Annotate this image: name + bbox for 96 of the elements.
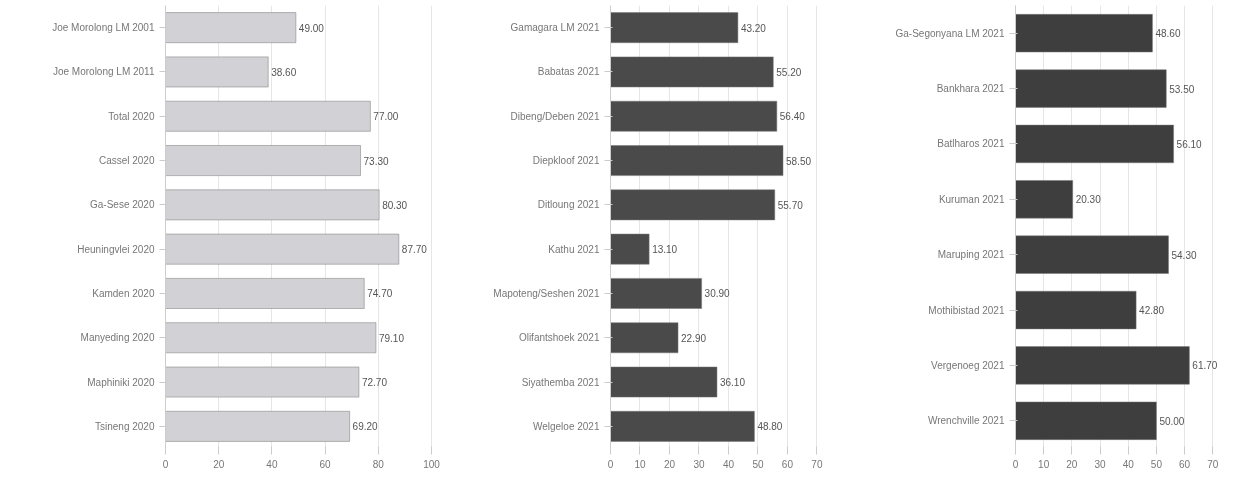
- y-tick-label: Babatas 2021: [537, 66, 600, 78]
- x-tick-label: 20: [213, 458, 225, 470]
- y-tick-label: Mapoteng/Seshen 2021: [493, 287, 600, 299]
- x-tick-label: 30: [693, 458, 705, 470]
- bar: [610, 411, 755, 442]
- data-label: 43.20: [740, 22, 767, 34]
- data-label: 22.90: [681, 332, 707, 344]
- data-label: 58.50: [786, 155, 812, 167]
- x-tick-label: 40: [266, 458, 278, 470]
- data-label: 48.60: [1155, 28, 1181, 40]
- y-tick-label: Ga-Segonyana LM 2021: [895, 27, 1005, 39]
- bar: [1015, 69, 1167, 108]
- x-tick-label: 80: [372, 458, 385, 470]
- bar: [610, 145, 784, 176]
- data-label: 56.10: [1176, 138, 1203, 150]
- y-tick-label: Maphiniki 2020: [87, 376, 155, 388]
- y-tick-label: Welgeloe 2021: [532, 420, 600, 432]
- bar: [610, 56, 774, 88]
- data-label: 13.10: [652, 244, 678, 256]
- y-tick-label: Tsineng 2020: [95, 420, 155, 432]
- y-tick-label: Vergenoeg 2021: [931, 359, 1005, 371]
- x-tick-label: 40: [1122, 458, 1135, 470]
- bar: [610, 189, 775, 221]
- y-tick-label: Kuruman 2021: [938, 193, 1005, 205]
- data-label: 73.30: [363, 155, 389, 167]
- x-tick-label: 10: [634, 458, 646, 470]
- data-label: 69.20: [352, 421, 379, 433]
- x-tick-label: 60: [1179, 458, 1191, 470]
- y-tick-label: Dibeng/Deben 2021: [510, 110, 600, 122]
- x-tick-label: 100: [423, 458, 441, 470]
- y-tick-label: Gamagara LM 2021: [510, 22, 600, 34]
- x-tick-label: 30: [1094, 458, 1107, 470]
- x-tick-label: 10: [1038, 458, 1050, 470]
- x-tick-label: 60: [781, 458, 794, 470]
- bar: [610, 278, 702, 309]
- data-label: 79.10: [378, 332, 405, 344]
- bar: [610, 322, 679, 354]
- bar: [610, 366, 718, 398]
- bar: [610, 233, 650, 265]
- x-tick-label: 70: [1207, 458, 1219, 470]
- y-tick-label: Ditloung 2021: [537, 199, 600, 211]
- data-label: 56.40: [779, 111, 806, 123]
- data-label: 30.90: [704, 288, 731, 300]
- x-tick-label: 60: [319, 458, 332, 470]
- bar: [1015, 235, 1169, 274]
- data-label: 20.30: [1075, 194, 1102, 206]
- y-tick-label: Mothibistad 2021: [928, 304, 1005, 316]
- data-label: 48.80: [757, 421, 783, 433]
- data-label: 80.30: [382, 199, 408, 211]
- data-label: 55.20: [776, 66, 802, 78]
- bar: [610, 12, 739, 43]
- y-tick-label: Kathu 2021: [548, 243, 600, 255]
- y-tick-label: Siyathemba 2021: [521, 376, 600, 388]
- y-tick-label: Diepkloof 2021: [532, 155, 600, 167]
- data-label: 74.70: [367, 288, 393, 300]
- y-tick-label: Olifantshoek 2021: [518, 332, 600, 344]
- bar: [1015, 346, 1190, 385]
- y-tick-label: Batlharos 2021: [937, 138, 1005, 150]
- data-label: 54.30: [1171, 249, 1197, 261]
- y-tick-label: Heuningvlei 2020: [77, 243, 155, 255]
- x-tick-label: 0: [1012, 458, 1019, 470]
- x-tick-label: 20: [1066, 458, 1078, 470]
- data-label: 72.70: [361, 377, 388, 389]
- y-tick-label: Kamden 2020: [92, 287, 155, 299]
- x-tick-label: 50: [752, 458, 764, 470]
- y-tick-label: Joe Morolong LM 2001: [52, 22, 155, 34]
- bar: [1015, 290, 1137, 330]
- y-tick-label: Bankhara 2021: [936, 83, 1005, 95]
- y-tick-label: Cassel 2020: [98, 155, 155, 167]
- y-tick-label: Wrenchville 2021: [927, 415, 1005, 427]
- bar: [1015, 180, 1073, 219]
- data-label: 53.50: [1169, 83, 1195, 95]
- data-label: 49.00: [298, 22, 325, 34]
- data-label: 36.10: [719, 377, 746, 389]
- data-label: 61.70: [1192, 360, 1218, 372]
- x-tick-label: 70: [811, 458, 823, 470]
- y-tick-label: Manyeding 2020: [80, 332, 155, 344]
- bar: [1015, 401, 1157, 440]
- data-label: 42.80: [1139, 305, 1165, 317]
- x-tick-label: 0: [162, 458, 169, 470]
- data-label: 50.00: [1159, 415, 1185, 427]
- x-tick-label: 20: [663, 458, 676, 470]
- x-tick-label: 0: [607, 458, 614, 470]
- y-tick-label: Total 2020: [108, 110, 155, 122]
- data-label: 87.70: [401, 244, 428, 256]
- data-label: 55.70: [777, 199, 804, 211]
- bar: [1015, 124, 1174, 164]
- x-tick-label: 50: [1150, 458, 1163, 470]
- bar: [610, 100, 778, 132]
- y-tick-label: Ga-Sese 2020: [90, 199, 155, 211]
- data-label: 77.00: [373, 111, 399, 123]
- y-tick-label: Maruping 2021: [937, 249, 1005, 261]
- x-tick-label: 40: [722, 458, 735, 470]
- data-label: 38.60: [271, 66, 297, 78]
- y-tick-label: Joe Morolong LM 2011: [52, 66, 155, 78]
- bar: [1015, 14, 1153, 53]
